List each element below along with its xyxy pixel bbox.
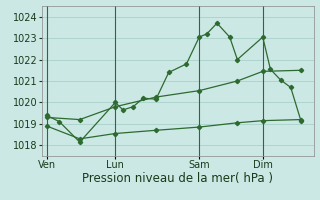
X-axis label: Pression niveau de la mer( hPa ): Pression niveau de la mer( hPa ) [82,172,273,185]
